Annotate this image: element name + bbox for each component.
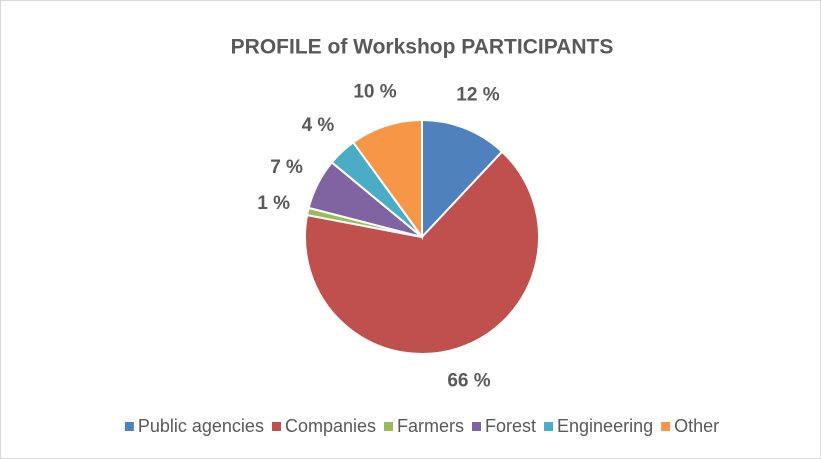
legend-label: Farmers	[397, 416, 464, 436]
legend-label: Other	[674, 416, 719, 436]
data-label: 4 %	[302, 115, 335, 136]
data-label: 10 %	[353, 81, 396, 102]
legend-label: Public agencies	[138, 416, 264, 436]
legend-label: Engineering	[557, 416, 653, 436]
data-label: 1 %	[257, 193, 290, 214]
legend-swatch	[544, 422, 554, 431]
data-label: 7 %	[270, 157, 303, 178]
legend-label: Forest	[485, 416, 536, 436]
pie-slice	[304, 150, 540, 355]
legend-swatch	[271, 422, 281, 431]
chart-title: PROFILE of Workshop PARTICIPANTS	[231, 36, 614, 59]
legend-swatch	[384, 422, 394, 431]
legend-swatch	[472, 422, 482, 431]
legend-swatch	[661, 422, 671, 431]
pie-slice	[351, 118, 423, 241]
pie-slice	[421, 118, 504, 240]
data-label: 66 %	[447, 371, 490, 392]
data-label: 12 %	[456, 85, 499, 106]
legend-label: Companies	[285, 416, 376, 436]
legend-swatch	[124, 422, 134, 431]
